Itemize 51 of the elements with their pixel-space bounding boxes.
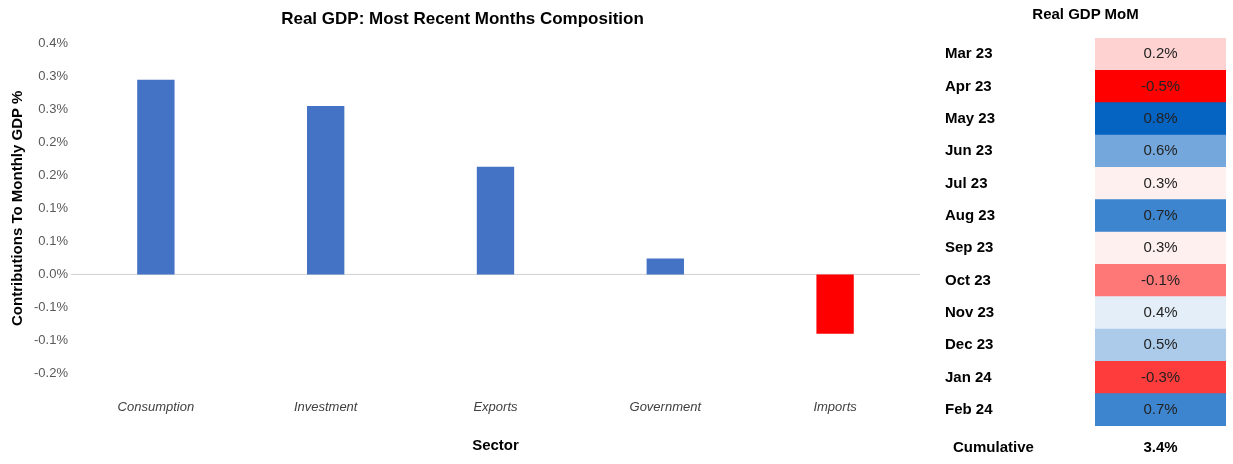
data-label: 0.7%: [1143, 399, 1178, 417]
data-label: 0.4%: [1143, 302, 1178, 320]
data-label: 0.3%: [1143, 173, 1178, 191]
x-tick-label: Government: [629, 398, 703, 414]
y-tick-label: Mar 23: [945, 44, 993, 62]
data-label: 0.3%: [1143, 238, 1178, 256]
y-tick-label: Aug 23: [945, 205, 996, 223]
bar: [816, 274, 854, 334]
data-label: -0.1%: [1140, 270, 1181, 288]
y-tick-label: 0.3%: [38, 67, 69, 83]
bar: [646, 258, 684, 275]
y-axis-title: Contributions To Monthly GDP %: [8, 90, 26, 327]
data-label: -0.5%: [1140, 76, 1181, 94]
data-label: -0.3%: [1140, 367, 1181, 385]
chart-title: Real GDP MoM: [1032, 5, 1139, 23]
y-tick-label: 0.0%: [38, 265, 69, 281]
y-tick-label: Jul 23: [945, 173, 988, 191]
data-label: 0.8%: [1143, 108, 1178, 126]
bar: [476, 166, 515, 275]
y-tick-label: 0.2%: [38, 166, 69, 182]
y-tick-label: 0.3%: [38, 100, 69, 116]
bar: [137, 79, 175, 275]
text: Cumulative: [953, 438, 1034, 456]
y-tick-label: -0.1%: [33, 331, 69, 347]
data-label: 0.5%: [1143, 335, 1178, 353]
x-tick-label: Consumption: [117, 398, 195, 414]
y-tick-label: Sep 23: [945, 238, 994, 256]
chart-title: Real GDP: Most Recent Months Composition: [281, 8, 644, 28]
x-axis-title: Sector: [472, 436, 519, 454]
y-tick-label: Jan 24: [945, 367, 993, 385]
x-tick-label: Exports: [473, 398, 519, 414]
data-label: 0.6%: [1143, 141, 1178, 159]
y-tick-label: Oct 23: [945, 270, 991, 288]
y-tick-label: 0.1%: [38, 199, 69, 215]
y-tick-label: 0.2%: [38, 133, 69, 149]
y-tick-label: Feb 24: [945, 399, 994, 417]
y-tick-label: -0.2%: [33, 364, 69, 380]
y-tick-label: 0.1%: [38, 232, 69, 248]
y-tick-label: Apr 23: [945, 76, 992, 94]
y-tick-label: Jun 23: [945, 141, 993, 159]
y-tick-label: May 23: [945, 108, 996, 126]
y-tick-label: 0.4%: [38, 34, 69, 50]
data-label: 0.7%: [1143, 205, 1178, 223]
x-tick-label: Investment: [293, 398, 359, 414]
y-tick-label: Nov 23: [945, 302, 995, 320]
bar: [306, 106, 345, 275]
y-tick-label: -0.1%: [33, 298, 69, 314]
x-tick-label: Imports: [813, 398, 858, 414]
text: 3.4%: [1143, 438, 1178, 456]
data-label: 0.2%: [1143, 44, 1178, 62]
y-tick-label: Dec 23: [945, 335, 994, 353]
